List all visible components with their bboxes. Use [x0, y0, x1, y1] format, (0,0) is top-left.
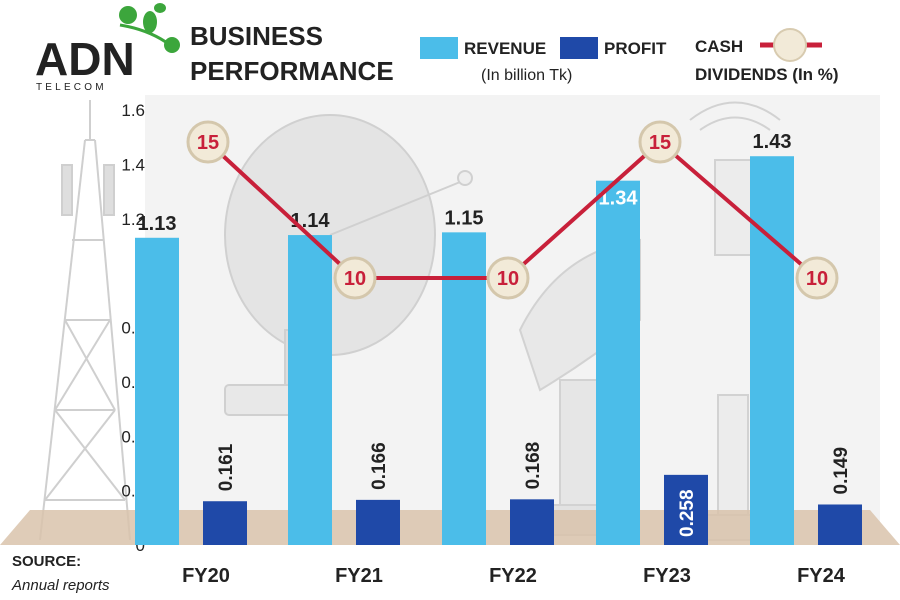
revenue-value-label: 1.34	[599, 188, 639, 210]
dividend-marker	[486, 256, 530, 300]
legend-profit-label: PROFIT	[604, 39, 667, 58]
legend-dividend-marker	[773, 28, 807, 62]
chart-title-line1: BUSINESS	[190, 21, 323, 51]
dividend-layer: 15 10 10 15 10	[186, 120, 839, 300]
dividend-value-label: 10	[497, 268, 519, 290]
profit-bar	[203, 501, 247, 545]
profit-bar	[664, 474, 708, 545]
profit-bar	[510, 499, 554, 545]
dividend-value-label: 15	[649, 132, 671, 154]
revenue-bar	[442, 232, 486, 545]
dividend-value-label: 10	[806, 268, 828, 290]
legend-unit-note: (In billion Tk)	[481, 67, 572, 84]
dividend-marker	[186, 120, 230, 164]
legend-dividend-label-2: DIVIDENDS (In %)	[695, 65, 839, 84]
profit-value-label: 0.166	[369, 442, 390, 490]
legend-revenue-label: REVENUE	[464, 39, 546, 58]
profit-bar	[818, 504, 862, 545]
revenue-bar	[750, 156, 794, 545]
revenue-value-label: 1.43	[753, 131, 792, 153]
chart-title-line2: PERFORMANCE	[190, 56, 394, 86]
profit-value-label: 0.168	[523, 442, 544, 490]
x-tick-label: FY23	[643, 565, 691, 587]
leaf-icon	[119, 3, 180, 53]
legend-revenue-swatch	[420, 37, 458, 59]
revenue-value-label: 1.15	[445, 207, 484, 229]
y-tick-label: 1.4	[121, 155, 145, 174]
legend-dividend-label-1: CASH	[695, 37, 743, 56]
profit-bar	[356, 499, 400, 545]
profit-value-label: 0.149	[831, 447, 852, 495]
source-label: SOURCE:	[12, 553, 81, 570]
tower-illustration	[39, 100, 131, 541]
revenue-bar	[288, 235, 332, 545]
dividend-marker	[795, 256, 839, 300]
x-tick-label: FY24	[797, 565, 846, 587]
x-axis: FY20 FY21 FY22 FY23 FY24	[182, 565, 846, 587]
profit-value-label: 0.258	[677, 489, 698, 537]
revenue-bar	[135, 237, 179, 545]
x-tick-label: FY22	[489, 565, 537, 587]
dividend-value-label: 10	[344, 268, 366, 290]
y-tick-label: 1.2	[121, 210, 145, 229]
dividend-value-label: 15	[197, 132, 219, 154]
logo-text: ADN	[35, 33, 135, 85]
y-tick-label: 1.6	[121, 101, 145, 120]
logo-subtext: TELECOM	[36, 82, 107, 93]
legend-profit-swatch	[560, 37, 598, 59]
x-tick-label: FY21	[335, 565, 383, 587]
y-tick-label: 0	[136, 536, 145, 555]
revenue-value-label: 1.13	[138, 213, 177, 235]
dividend-marker	[333, 256, 377, 300]
legend: REVENUE PROFIT (In billion Tk) CASH DIVI…	[420, 28, 839, 84]
profit-value-label: 0.161	[216, 443, 237, 491]
dividend-marker	[638, 120, 682, 164]
adn-logo: ADN TELECOM	[35, 3, 180, 93]
revenue-value-label: 1.14	[291, 210, 331, 232]
revenue-bar	[596, 180, 640, 545]
source-text: Annual reports	[11, 577, 110, 594]
x-tick-label: FY20	[182, 565, 230, 587]
bars-layer: 1.13 0.161 1.14 0.166 1.15 0.168 1.34 0.258 1.43…	[135, 131, 862, 545]
